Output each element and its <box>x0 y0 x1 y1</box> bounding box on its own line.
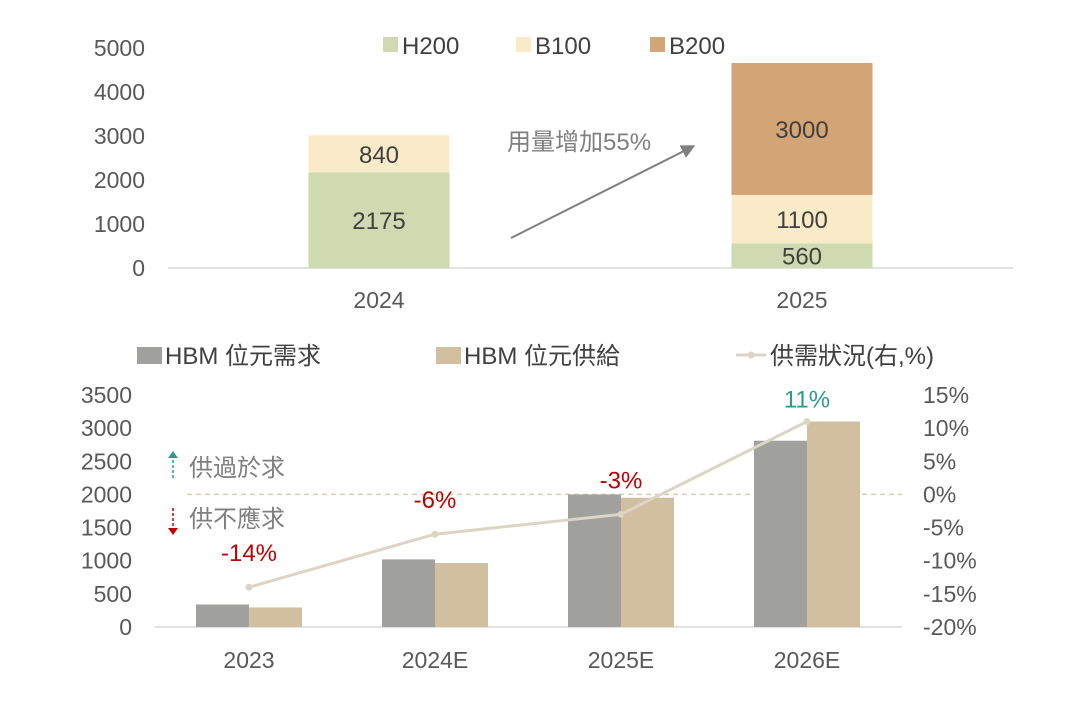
bar-H200-2024 <box>308 172 450 268</box>
bottom-y2-tick-label: 15% <box>923 382 969 408</box>
legend-label-demand: HBM 位元需求 <box>165 343 321 370</box>
data-label-B100-2025: 1100 <box>776 207 828 234</box>
bottom-y-tick-label: 500 <box>94 581 132 607</box>
bottom-y-tick-label: 1500 <box>81 515 132 541</box>
top-legend-label: B100 <box>535 33 591 60</box>
bottom-x-tick-label: 2023 <box>223 647 274 673</box>
legend-label-balance: 供需狀況(右,%) <box>770 343 934 370</box>
balance-data-label: -6% <box>414 487 457 514</box>
bar-demand-2024E <box>382 559 435 627</box>
bottom-y2-tick-label: -5% <box>923 515 964 541</box>
bottom-y-tick-label: 0 <box>119 614 132 640</box>
bar-B100-2024 <box>308 135 450 173</box>
top-legend-label: H200 <box>402 33 459 60</box>
bottom-y-tick-label: 2500 <box>81 448 132 474</box>
bottom-x-tick-label: 2025E <box>588 647 655 673</box>
data-label-H200-2025: 560 <box>782 244 822 271</box>
growth-arrow <box>510 145 696 239</box>
data-label-B100-2024: 840 <box>359 142 399 169</box>
bottom-y-tick-label: 2000 <box>81 481 132 507</box>
bar-supply-2026E <box>807 421 860 627</box>
top-y-tick-label: 5000 <box>94 35 145 61</box>
top-y-tick-label: 0 <box>132 255 145 281</box>
bottom-x-tick-label: 2026E <box>774 647 841 673</box>
top-x-tick-label: 2024 <box>353 287 404 313</box>
balance-point <box>617 510 625 518</box>
bottom-y2-tick-label: -10% <box>923 548 977 574</box>
bar-H200-2025 <box>731 243 873 268</box>
bar-B100-2025 <box>731 194 873 244</box>
legend-marker-balance <box>747 351 755 359</box>
data-label-H200-2024: 2175 <box>352 208 405 235</box>
bottom-y2-tick-label: 10% <box>923 415 969 441</box>
bar-demand-2023 <box>196 604 249 627</box>
data-label-B200-2025: 3000 <box>775 117 828 144</box>
balance-point <box>803 418 811 426</box>
top-y-tick-label: 3000 <box>94 123 145 149</box>
balance-data-label: -14% <box>221 540 277 567</box>
bottom-y-tick-label: 3000 <box>81 415 132 441</box>
top-x-tick-label: 2025 <box>776 287 827 313</box>
top-y-tick-label: 2000 <box>94 167 145 193</box>
top-legend-swatch-B100 <box>516 37 531 52</box>
surplus-annotation: 供過於求 <box>189 455 285 482</box>
shortage-arrowhead-icon <box>168 528 178 535</box>
bar-supply-2024E <box>435 563 488 627</box>
top-legend-swatch-H200 <box>383 37 398 52</box>
bottom-y-tick-label: 3500 <box>81 382 132 408</box>
bar-supply-2023 <box>249 607 302 627</box>
bottom-y2-tick-label: 5% <box>923 448 956 474</box>
bar-supply-2025E <box>621 497 674 627</box>
bottom-y2-tick-label: -15% <box>923 581 977 607</box>
bottom-y2-tick-label: 0% <box>923 481 956 507</box>
bottom-y2-tick-label: -20% <box>923 614 977 640</box>
balance-data-label: 11% <box>784 387 830 414</box>
surplus-arrowhead-icon <box>168 451 178 458</box>
balance-line <box>248 420 808 589</box>
top-legend-label: B200 <box>669 33 725 60</box>
top-y-tick-label: 4000 <box>94 79 145 105</box>
bottom-x-tick-label: 2024E <box>402 647 469 673</box>
legend-swatch-supply <box>436 347 461 364</box>
bar-B200-2025 <box>731 62 873 195</box>
top-legend-swatch-B200 <box>650 37 665 52</box>
growth-annotation: 用量增加55% <box>507 129 651 156</box>
balance-point <box>431 530 439 538</box>
balance-data-label: -3% <box>600 467 643 494</box>
shortage-annotation: 供不應求 <box>189 506 285 533</box>
bottom-y-tick-label: 1000 <box>81 548 132 574</box>
bar-demand-2026E <box>754 440 807 627</box>
balance-point <box>245 583 253 591</box>
legend-swatch-demand <box>137 347 162 364</box>
top-y-tick-label: 1000 <box>94 211 145 237</box>
legend-label-supply: HBM 位元供給 <box>464 343 620 370</box>
